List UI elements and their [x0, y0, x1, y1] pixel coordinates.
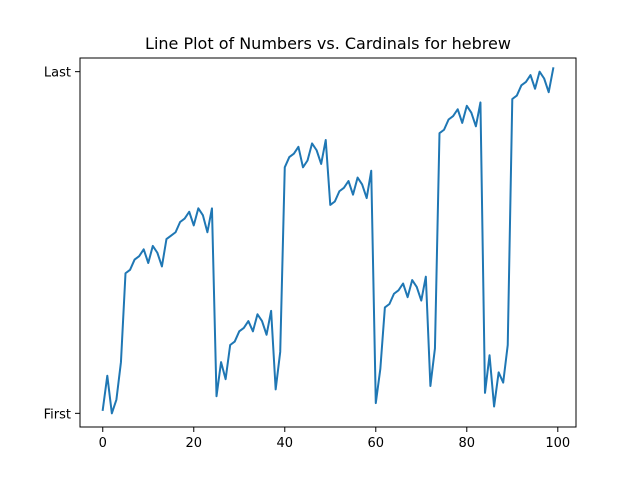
series-line-0 [101, 67, 555, 415]
x-tick-label: 60 [368, 436, 385, 451]
y-tick-label: Last [44, 66, 71, 81]
y-tick-label: First [44, 407, 71, 422]
x-tick-label: 40 [276, 436, 293, 451]
x-tick-label: 100 [545, 436, 570, 451]
x-tick-label: 80 [459, 436, 476, 451]
x-axis: 0 20 40 60 80 100 [99, 427, 570, 451]
x-tick-label: 20 [185, 436, 202, 451]
x-tick-label: 0 [99, 436, 107, 451]
chart-title: Line Plot of Numbers vs. Cardinals for h… [145, 34, 511, 53]
series-layer [101, 67, 555, 415]
plot-area-frame [79, 57, 577, 428]
y-axis: First Last [44, 66, 80, 422]
